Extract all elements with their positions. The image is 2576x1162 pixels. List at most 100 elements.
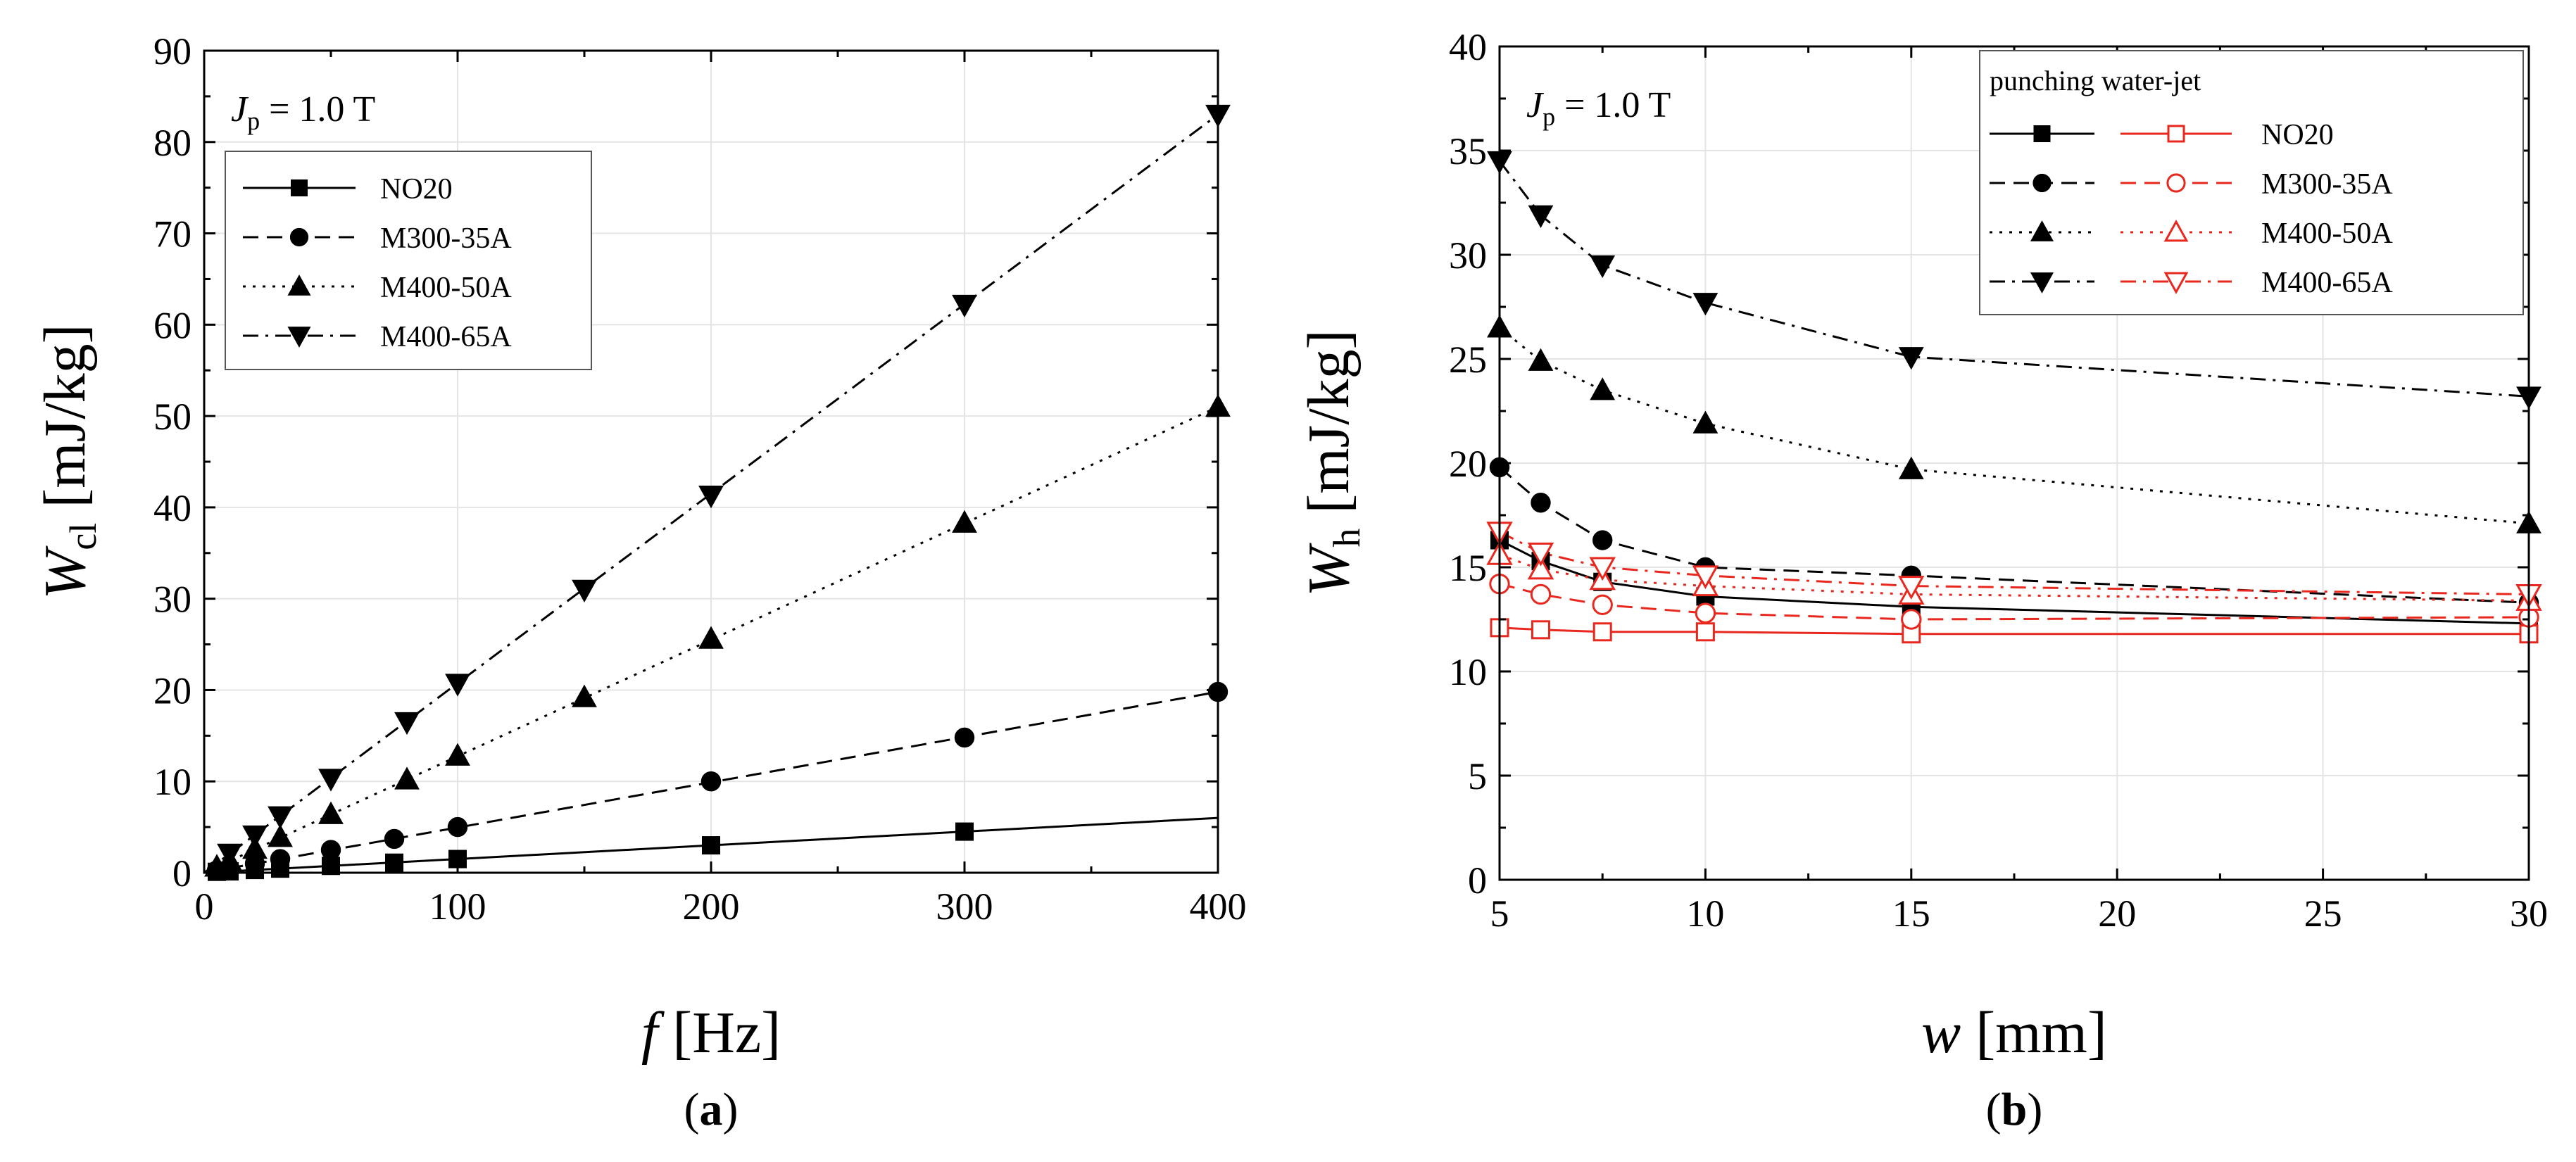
condition-annotation: Jp = 1.0 T [1526,85,1671,131]
annotation-symbol: J [231,89,249,130]
y-tick-label: 30 [153,579,191,621]
legend-label-0: NO20 [2261,119,2334,151]
data-point-s0-p4 [322,857,340,876]
y-tick-label: 40 [1449,26,1487,68]
data-point-s3-p2 [1590,255,1616,279]
panel-letter: a [700,1084,723,1135]
data-point-s5-p1 [1530,583,1552,605]
y-tick-label: 25 [1449,339,1487,381]
data-point-s3-p5 [445,674,470,697]
y-tick-label: 20 [1449,443,1487,485]
data-point-s3-p7 [698,486,724,509]
data-point-s1-p3 [270,849,291,869]
data-point-s2-p7 [572,684,597,707]
y-tick-label: 60 [153,304,191,346]
data-point-s3-p3 [1692,293,1719,316]
y-tick-label: 70 [153,213,191,255]
x-axis-label: w [mm] [1921,1000,2107,1066]
data-point-s2-p4 [1898,456,1924,479]
y-axis-symbol: W [32,545,98,600]
x-tick-label: 100 [429,885,486,928]
y-tick-label: 40 [153,487,191,529]
data-point-s0-p8 [955,822,974,841]
legend-header: punching water-jet [1990,65,2201,96]
panel-label: (b) [1986,1084,2043,1135]
x-tick-label: 10 [1686,892,1724,935]
y-axis-symbol: W [1296,543,1362,597]
legend-marker-3 [287,327,311,348]
legend-marker-4 [2167,125,2185,143]
data-point-s3-p8 [952,294,977,318]
y-axis-subscript: h [1326,529,1368,548]
annotation-subscript: p [1543,103,1555,131]
data-point-s1-p1 [1531,493,1551,513]
data-point-s4-p2 [1592,622,1612,642]
legend-marker-7 [2163,272,2189,294]
data-point-s2-p6 [445,743,470,766]
x-tick-label: 20 [2098,892,2136,935]
legend-marker-6 [2163,220,2189,242]
data-point-s5-p3 [1695,602,1716,624]
y-tick-label: 10 [153,761,191,803]
y-tick-label: 0 [172,852,191,895]
x-axis-unit: [mm] [1961,1000,2107,1066]
data-point-s3-p1 [1528,205,1554,229]
data-point-s1-p2 [1592,530,1613,550]
data-point-s5-p4 [1901,609,1922,630]
y-tick-label: 35 [1449,130,1487,172]
panel-label: (a) [684,1084,739,1135]
condition-annotation: Jp = 1.0 T [231,89,375,135]
x-axis-label: f [Hz] [641,1000,781,1066]
panel-paren-open: ( [684,1084,700,1135]
annotation-value: = 1.0 T [1555,85,1671,125]
data-point-s5-p2 [1592,594,1613,615]
data-point-s7-p2 [1589,557,1616,581]
data-point-s1-p6 [447,816,468,838]
y-axis-label: Wcl [mJ/kg] [32,324,104,599]
y-tick-label: 50 [153,396,191,438]
data-point-s2-p8 [698,626,724,649]
legend-label-1: M300-35A [2261,168,2393,201]
y-axis-label: Wh [mJ/kg] [1296,329,1368,596]
data-point-s1-p4 [320,840,341,860]
series-line-1 [1499,466,2530,604]
legend-label-2: M400-50A [380,272,512,304]
legend-marker-0 [291,179,308,196]
y-tick-label: 0 [1468,859,1487,902]
x-tick-label: 15 [1892,892,1930,935]
y-tick-label: 5 [1468,755,1487,797]
data-point-s3-p2 [268,806,293,829]
annotation-value: = 1.0 T [260,89,375,130]
legend-marker-2 [2030,220,2054,241]
legend: punching water-jet NO20 M300-35A M400-50A M4… [1979,50,2524,315]
legend-label-3: M400-65A [380,321,512,353]
data-point-s3-p3 [318,769,344,792]
x-tick-label: 5 [1490,892,1509,935]
legend-label-1: M300-35A [380,222,512,255]
series-line-6 [1499,553,2530,602]
chart-a: 0 100 200 300 400 0 10 20 30 40 50 60 70 80 90 f [Hz] Wc… [32,30,1247,1135]
legend-label-3: M400-65A [2261,267,2393,299]
data-point-s2-p9 [952,510,977,533]
data-point-s2-p2 [1590,377,1616,400]
data-point-s3-p4 [1898,347,1924,370]
legend-marker-3 [2030,272,2054,293]
data-point-s6-p1 [1527,555,1554,580]
data-point-s7-p4 [1898,576,1925,600]
panel-letter: b [2002,1084,2028,1135]
y-tick-label: 20 [153,669,191,712]
data-point-s2-p1 [1528,348,1554,371]
data-point-s3-p4 [394,712,420,735]
y-tick-label: 90 [153,30,191,72]
data-point-s1-p8 [954,727,975,748]
data-point-s0-p5 [385,853,403,872]
data-point-s3-p0 [217,843,242,867]
y-tick-label: 80 [153,122,191,164]
data-point-s2-p5 [394,766,420,790]
y-tick-label: 15 [1449,547,1487,589]
panel-paren-open: ( [1986,1084,2002,1135]
data-point-s1-p7 [700,771,722,792]
data-point-s4-p3 [1695,622,1715,642]
